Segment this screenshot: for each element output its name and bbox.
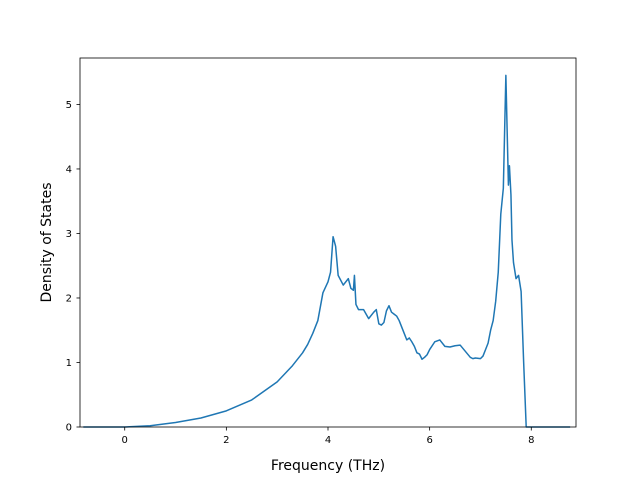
x-axis-label: Frequency (THz) [271, 458, 385, 474]
y-axis-label: Density of States [39, 183, 55, 303]
series-layer [83, 74, 571, 428]
y-tick-label: 0 [66, 423, 72, 434]
y-tick-label: 4 [66, 164, 72, 175]
x-tick-label: 0 [122, 435, 128, 446]
y-axis: 0 1 2 3 4 5 [66, 100, 80, 434]
y-tick-label: 3 [66, 229, 72, 240]
plot-background [80, 58, 576, 427]
y-tick-label: 5 [66, 100, 72, 111]
x-tick-label: 6 [426, 435, 432, 446]
y-tick-label: 2 [66, 293, 72, 304]
x-axis: 0 2 4 6 8 [122, 427, 534, 446]
series-line-0 [83, 74, 571, 428]
plot-frame [79, 57, 577, 428]
x-tick-label: 4 [325, 435, 331, 446]
x-tick-label: 8 [528, 435, 534, 446]
x-tick-label: 2 [223, 435, 229, 446]
y-tick-label: 1 [66, 358, 72, 369]
